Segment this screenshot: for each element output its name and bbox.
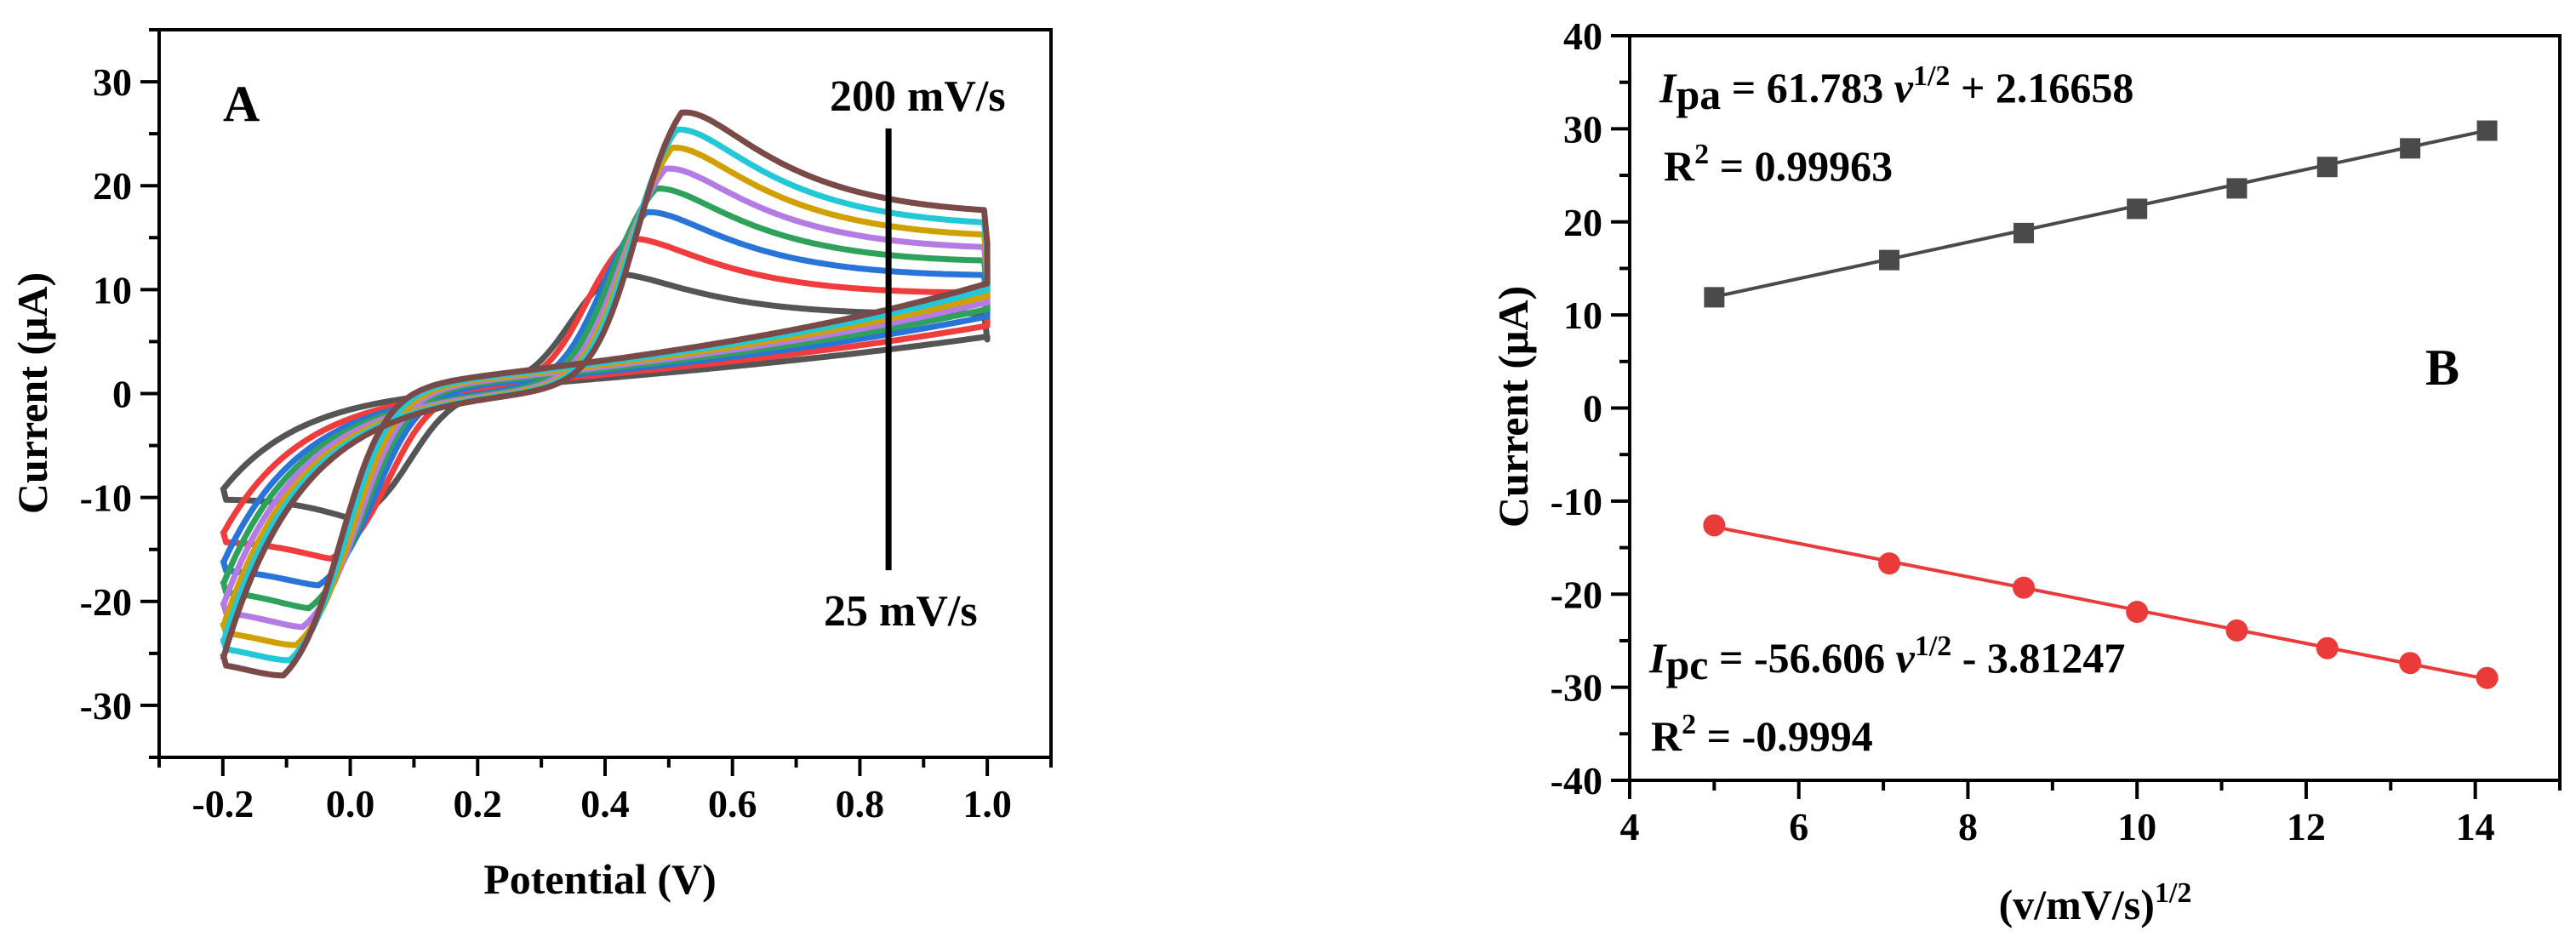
ipa-r2: R2 = 0.99963 — [1664, 139, 1893, 190]
ipc-point — [1703, 514, 1726, 537]
panel-a-x-tick-label: 0.6 — [708, 782, 757, 825]
panel-a-y-tick-label: 30 — [93, 60, 132, 104]
ipa-fit-line — [1713, 128, 2487, 299]
panel-b-x-tick-label: 4 — [1620, 805, 1640, 848]
ipc-point — [2399, 652, 2422, 675]
panel-b: 4 6 8 10 12 14 -40 -30 -20 -10 0 10 20 30 40 B Ipa = 6… — [1489, 14, 2562, 928]
panel-a-x-tick-label: 0.8 — [836, 782, 885, 825]
ipc-r2-sup: 2 — [1682, 709, 1696, 740]
panel-a-y-tick-label: 20 — [93, 164, 132, 208]
panel-a-y-tick-label: 0 — [112, 373, 132, 416]
panel-b-x-tick-label: 8 — [1958, 805, 1978, 848]
ipa-r2-r: R — [1664, 142, 1695, 190]
panel-a-ticks: -0.2 0.0 0.2 0.4 0.6 0.8 1.0 -30 -20 -10 0 10 20 30 — [80, 28, 1053, 825]
panel-a-y-tick-label: -20 — [80, 580, 132, 624]
ipa-sup: 1/2 — [1913, 60, 1950, 92]
panel-b-y-tick-label: -10 — [1551, 480, 1602, 523]
annotation-bottom: 25 mV/s — [824, 587, 978, 636]
panel-a-y-tick-label: -10 — [80, 477, 132, 520]
panel-a-x-tick-label: -0.2 — [191, 782, 254, 825]
ipc-point — [2126, 601, 2149, 624]
ipc-symbol: I — [1648, 634, 1667, 682]
panel-a-x-axis-title: Potential (V) — [483, 855, 717, 903]
panel-a: -0.2 0.0 0.2 0.4 0.6 0.8 1.0 -30 -20 -10 0 10 20 30 A… — [9, 28, 1053, 903]
panel-b-x-tick-label: 10 — [2117, 805, 2156, 848]
ipc-intercept: - 3.81247 — [1951, 634, 2125, 682]
ipa-var: v — [1894, 64, 1914, 111]
panel-b-x-axis-title-sup: 1/2 — [2155, 877, 2191, 909]
panel-a-y-tick-label: -30 — [80, 684, 132, 728]
panel-b-y-tick-label: 0 — [1583, 387, 1602, 431]
ipa-r2-value: = 0.99963 — [1709, 142, 1893, 190]
panel-a-x-tick-label: 1.0 — [962, 782, 1012, 825]
ipa-symbol: I — [1659, 64, 1677, 111]
ipa-point — [2127, 198, 2148, 220]
panel-a-x-tick-label: 0.0 — [326, 782, 375, 825]
panel-b-y-tick-label: 40 — [1563, 14, 1602, 58]
panel-b-y-tick-label: 10 — [1563, 294, 1602, 337]
panel-a-y-tick-label: 10 — [93, 268, 132, 311]
panel-b-y-tick-label: -40 — [1551, 759, 1602, 802]
panel-b-y-axis-title: Current (μA) — [1489, 286, 1537, 528]
panel-b-x-tick-label: 12 — [2287, 805, 2326, 848]
ipa-subscript: pa — [1676, 71, 1721, 118]
ipc-point — [2316, 637, 2339, 659]
ipa-point — [1704, 287, 1725, 308]
ipc-r2-r: R — [1651, 712, 1682, 760]
panel-b-y-tick-label: -30 — [1551, 666, 1602, 710]
ipc-fit-line — [1713, 525, 2487, 681]
panel-b-ticks: 4 6 8 10 12 14 -40 -30 -20 -10 0 10 20 30 40 — [1551, 14, 2562, 848]
ipa-r2-sup: 2 — [1694, 139, 1709, 170]
panel-b-x-tick-label: 6 — [1789, 805, 1808, 848]
panel-b-x-axis-title: (v/mV/s)1/2 — [1999, 877, 2192, 928]
ipa-point — [1879, 249, 1900, 271]
panel-a-curves — [220, 109, 991, 679]
ipc-point — [2476, 666, 2499, 689]
ipa-intercept: + 2.16658 — [1950, 64, 2133, 111]
ipa-equation: Ipa = 61.783 v1/2 + 2.16658 — [1659, 60, 2133, 118]
panel-b-x-tick-label: 14 — [2456, 805, 2495, 848]
panel-a-y-axis-title: Current (μA) — [9, 272, 56, 514]
panel-b-letter: B — [2425, 340, 2459, 396]
panel-a-frame — [157, 28, 1053, 759]
panel-a-letter: A — [223, 76, 260, 132]
ipc-r2: R2 = -0.9994 — [1651, 709, 1873, 760]
ipa-point — [2013, 222, 2035, 243]
panel-a-x-tick-label: 0.4 — [580, 782, 630, 825]
ipc-point — [2225, 619, 2248, 642]
ipa-point — [2316, 157, 2338, 178]
ipc-point — [2013, 576, 2036, 599]
panel-b-y-tick-label: -20 — [1551, 573, 1602, 616]
ipc-r2-value: = -0.9994 — [1696, 712, 1873, 760]
panel-b-y-tick-label: 30 — [1563, 107, 1602, 151]
ipc-var: v — [1896, 634, 1916, 682]
panel-a-x-tick-label: 0.2 — [454, 782, 503, 825]
ipc-sup: 1/2 — [1915, 631, 1951, 662]
panel-b-y-tick-label: 20 — [1563, 201, 1602, 244]
ipa-point — [2400, 138, 2421, 159]
ipc-coef: = -56.606 — [1708, 634, 1895, 682]
panel-b-plot — [1703, 120, 2499, 689]
ipc-subscript: pc — [1665, 641, 1708, 688]
annotation-top: 200 mV/s — [830, 72, 1006, 121]
ipc-point — [1878, 552, 1901, 575]
ipa-point — [2226, 178, 2248, 199]
ipa-point — [2476, 120, 2498, 141]
panel-b-x-axis-title-text: (v/mV/s) — [1999, 881, 2155, 928]
cv-curve-7 — [220, 109, 991, 679]
ipc-equation: Ipc = -56.606 v1/2 - 3.81247 — [1648, 631, 2125, 688]
ipa-coef: = 61.783 — [1721, 64, 1894, 111]
